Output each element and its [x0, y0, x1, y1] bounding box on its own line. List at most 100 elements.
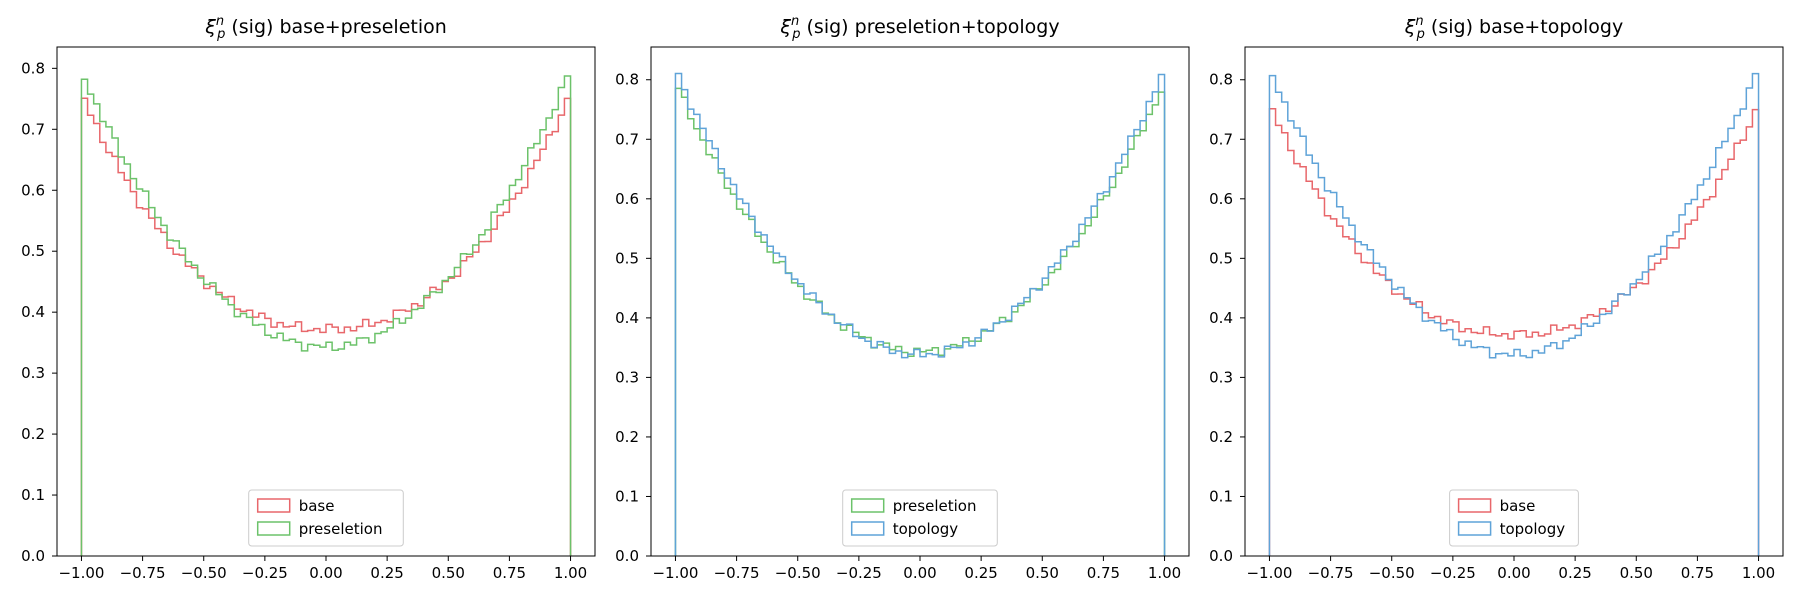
x-tick-label: −0.50 — [181, 564, 227, 582]
x-tick-label: 0.00 — [1497, 564, 1530, 582]
y-tick-label: 0.3 — [21, 364, 45, 382]
x-tick-label: 1.00 — [554, 564, 587, 582]
legend-swatch-base — [256, 498, 291, 513]
x-tick-label: 1.00 — [1148, 564, 1181, 582]
chart-title: ξn p (sig) base+preseletion — [204, 14, 447, 42]
series-base — [80, 97, 572, 557]
y-tick-label: 0.6 — [21, 181, 45, 199]
title-text: (sig) base+topology — [1425, 16, 1623, 38]
chart-panel-3: ξn p (sig) base+topology −1.00 −0.75 −0.50 −0… — [1209, 14, 1784, 582]
title-symbol: ξ — [1404, 16, 1416, 38]
y-tick-label: 0.7 — [615, 130, 639, 148]
y-tick-label: 0.4 — [615, 309, 639, 327]
x-tick-label: −0.50 — [775, 564, 821, 582]
y-tick-label: 0.5 — [615, 249, 639, 267]
series-preseletion — [80, 75, 572, 557]
y-tick-label: 0.1 — [21, 486, 45, 504]
title-symbol: ξ — [779, 16, 791, 38]
chart-panel-2: ξn p (sig) preseletion+topology −1.00 −0.75… — [615, 14, 1190, 582]
title-superscript: n — [1415, 14, 1423, 29]
y-tick-label: 0.2 — [21, 425, 45, 443]
legend-swatch-base — [1457, 498, 1492, 513]
x-tick-label: 0.00 — [903, 564, 936, 582]
x-tick-label: 0.25 — [370, 564, 403, 582]
y-tick-label: 0.6 — [1209, 190, 1233, 208]
y-tick-label: 0.5 — [21, 242, 45, 260]
legend: base preseletion — [248, 489, 404, 547]
y-tick-label: 0.2 — [1209, 428, 1233, 446]
x-tick-label: 0.50 — [432, 564, 465, 582]
x-tick-label: 0.25 — [964, 564, 997, 582]
title-text: (sig) base+preseletion — [225, 16, 446, 38]
legend-label-base: base — [299, 497, 335, 515]
x-tick-label: −0.25 — [242, 564, 288, 582]
x-tick-label: 1.00 — [1742, 564, 1775, 582]
title-subscript: p — [1416, 27, 1425, 42]
series-base — [1268, 107, 1760, 556]
legend-box — [842, 489, 998, 547]
legend-swatch-topology — [1457, 521, 1492, 536]
y-tick-label: 0.8 — [615, 71, 639, 89]
legend: base topology — [1449, 489, 1579, 547]
y-tick-label: 0.4 — [1209, 309, 1233, 327]
axes-frame — [56, 46, 596, 557]
x-tick-label: −0.75 — [120, 564, 166, 582]
x-tick-label: −1.00 — [58, 564, 104, 582]
axes-frame — [650, 46, 1190, 557]
x-tick-label: −0.25 — [836, 564, 882, 582]
x-tick-label: −0.75 — [714, 564, 760, 582]
title-superscript: n — [216, 14, 224, 29]
x-tick-label: 0.50 — [1026, 564, 1059, 582]
legend-label-base: base — [1500, 497, 1536, 515]
x-tick-label: 0.00 — [309, 564, 342, 582]
x-tick-label: −0.25 — [1430, 564, 1476, 582]
series-preseletion — [674, 87, 1166, 557]
legend: preseletion topology — [842, 489, 998, 547]
x-tick-label: 0.75 — [493, 564, 526, 582]
chart-title: ξn p (sig) base+topology — [1404, 14, 1623, 42]
y-tick-label: 0.7 — [1209, 130, 1233, 148]
y-tick-label: 0.7 — [21, 120, 45, 138]
legend-label-preseletion: preseletion — [299, 520, 383, 538]
legend-swatch-preseletion — [850, 498, 885, 513]
x-tick-label: 0.50 — [1620, 564, 1653, 582]
y-tick-label: 0.4 — [21, 303, 45, 321]
y-tick-label: 0.1 — [615, 487, 639, 505]
legend-label-preseletion: preseletion — [893, 497, 977, 515]
y-tick-label: 0.5 — [1209, 249, 1233, 267]
title-text: (sig) preseletion+topology — [800, 16, 1059, 38]
title-subscript: p — [791, 27, 800, 42]
y-tick-label: 0.0 — [21, 547, 45, 565]
chart-panel-1: ξn p (sig) base+preseletion −1.00 −0.75 −0.5… — [21, 14, 596, 582]
chart-title: ξn p (sig) preseletion+topology — [779, 14, 1059, 42]
x-tick-label: −1.00 — [1246, 564, 1292, 582]
y-tick-label: 0.3 — [1209, 368, 1233, 386]
legend-label-topology: topology — [1500, 520, 1566, 538]
legend-label-topology: topology — [893, 520, 959, 538]
legend-box — [248, 489, 404, 547]
y-tick-label: 0.1 — [1209, 487, 1233, 505]
x-tick-label: 0.25 — [1558, 564, 1591, 582]
y-tick-label: 0.8 — [21, 59, 45, 77]
legend-box — [1449, 489, 1579, 547]
y-tick-label: 0.0 — [1209, 547, 1233, 565]
x-tick-label: 0.75 — [1087, 564, 1120, 582]
title-symbol: ξ — [204, 16, 216, 38]
y-tick-label: 0.3 — [615, 368, 639, 386]
title-superscript: n — [791, 14, 799, 29]
title-subscript: p — [216, 27, 225, 42]
y-tick-label: 0.6 — [615, 190, 639, 208]
axes-frame — [1244, 46, 1784, 557]
y-tick-label: 0.0 — [615, 547, 639, 565]
series-topology — [674, 72, 1166, 557]
x-tick-label: −1.00 — [652, 564, 698, 582]
series-topology — [1268, 72, 1760, 556]
x-tick-label: −0.50 — [1369, 564, 1415, 582]
y-tick-label: 0.2 — [615, 428, 639, 446]
legend-swatch-topology — [850, 521, 885, 536]
y-tick-label: 0.8 — [1209, 71, 1233, 89]
legend-swatch-preseletion — [256, 521, 291, 536]
x-tick-label: 0.75 — [1681, 564, 1714, 582]
